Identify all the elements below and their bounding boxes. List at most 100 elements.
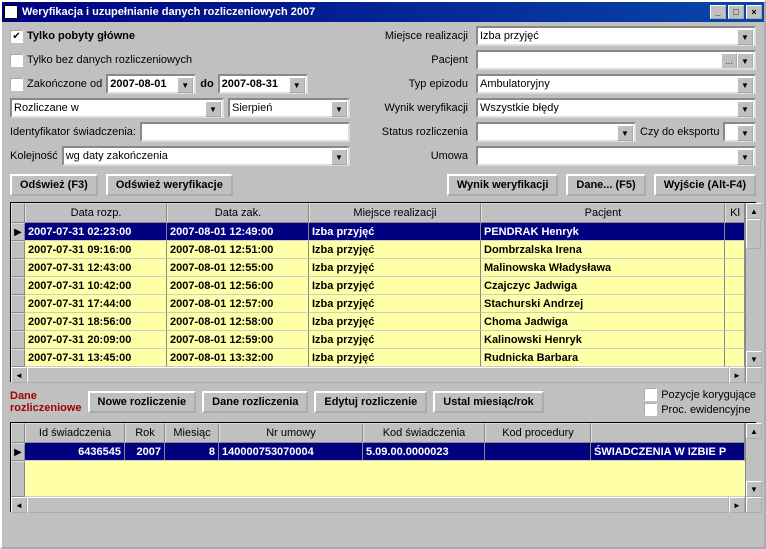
verify-result-button[interactable]: Wynik weryfikacji — [447, 174, 559, 196]
app-icon — [4, 5, 18, 19]
exit-button[interactable]: Wyjście (Alt-F4) — [654, 174, 756, 196]
scrollbar-horizontal[interactable]: ◄ ► — [11, 367, 745, 383]
scroll-down-icon[interactable]: ▼ — [746, 351, 762, 367]
patient-browse-button[interactable]: … — [721, 53, 737, 69]
action-bar: Odśwież (F3) Odśwież weryfikacje Wynik w… — [10, 174, 756, 196]
column-header[interactable]: Nr umowy — [219, 423, 363, 443]
column-header[interactable]: Id świadczenia — [25, 423, 125, 443]
only-without-billing-checkbox[interactable] — [10, 54, 23, 67]
chevron-down-icon[interactable]: ▼ — [737, 77, 753, 93]
patient-field[interactable]: … ▼ — [476, 50, 756, 70]
chevron-down-icon[interactable]: ▼ — [331, 149, 347, 165]
table-row[interactable]: 2007-07-31 18:56:002007-08-01 12:58:00Iz… — [11, 313, 745, 331]
scroll-up-icon[interactable]: ▲ — [746, 203, 762, 219]
table-row[interactable]: 2007-07-31 17:44:002007-08-01 12:57:00Iz… — [11, 295, 745, 313]
minimize-button[interactable]: _ — [710, 5, 726, 19]
contract-combo[interactable]: ▼ — [476, 146, 756, 166]
billing-data-label: Dane rozliczeniowe — [10, 390, 82, 414]
correcting-items-checkbox[interactable] — [644, 388, 657, 401]
column-header[interactable]: Pacjent — [481, 203, 725, 223]
grid-corner — [746, 497, 762, 513]
scrollbar-vertical[interactable]: ▲ ▼ — [745, 423, 761, 513]
month-combo[interactable]: Sierpień ▼ — [228, 98, 350, 118]
column-header[interactable] — [11, 203, 25, 223]
maximize-button[interactable]: □ — [728, 5, 744, 19]
new-billing-button[interactable]: Nowe rozliczenie — [88, 391, 197, 413]
export-label: Czy do eksportu — [640, 126, 719, 138]
chevron-down-icon[interactable]: ▼ — [737, 149, 753, 165]
place-label: Miejsce realizacji — [360, 30, 468, 42]
column-header[interactable]: Data rozp. — [25, 203, 167, 223]
to-label: do — [200, 78, 213, 90]
chevron-down-icon[interactable]: ▼ — [617, 125, 633, 141]
table-row[interactable]: ▶2007-07-31 02:23:002007-08-01 12:49:00I… — [11, 223, 745, 241]
table-row[interactable]: 2007-07-31 10:42:002007-08-01 12:56:00Iz… — [11, 277, 745, 295]
chevron-down-icon[interactable]: ▼ — [177, 77, 193, 93]
episode-type-combo[interactable]: Ambulatoryjny ▼ — [476, 74, 756, 94]
grid-corner — [746, 367, 762, 383]
chevron-down-icon[interactable]: ▼ — [737, 29, 753, 45]
scroll-left-icon[interactable]: ◄ — [11, 367, 27, 383]
patient-label: Pacjent — [360, 54, 468, 66]
billing-panel: Dane rozliczeniowe Nowe rozliczenie Dane… — [10, 388, 756, 416]
column-header[interactable]: Miesiąc — [165, 423, 219, 443]
edit-billing-button[interactable]: Edytuj rozliczenie — [314, 391, 427, 413]
episode-type-label: Typ epizodu — [360, 78, 468, 90]
only-main-stays-label: Tylko pobyty główne — [27, 30, 135, 42]
contract-label: Umowa — [360, 150, 468, 162]
refresh-verify-button[interactable]: Odśwież weryfikacje — [106, 174, 233, 196]
titlebar: Weryfikacja i uzupełnianie danych rozlic… — [2, 2, 764, 22]
billing-status-combo[interactable]: ▼ — [476, 122, 636, 142]
close-button[interactable]: × — [746, 5, 762, 19]
stays-grid[interactable]: Data rozp.Data zak.Miejsce realizacjiPac… — [10, 202, 756, 382]
window: Weryfikacja i uzupełnianie danych rozlic… — [0, 0, 766, 549]
place-combo[interactable]: Izba przyjęć ▼ — [476, 26, 756, 46]
table-row[interactable]: 2007-07-31 20:09:002007-08-01 12:59:00Iz… — [11, 331, 745, 349]
date-to-field[interactable]: 2007-08-31 ▼ — [218, 74, 308, 94]
record-proc-checkbox[interactable] — [644, 403, 657, 416]
column-header[interactable] — [591, 423, 745, 443]
chevron-down-icon[interactable]: ▼ — [289, 77, 305, 93]
billing-grid[interactable]: Id świadczeniaRokMiesiącNr umowyKod świa… — [10, 422, 756, 512]
chevron-down-icon[interactable]: ▼ — [331, 101, 347, 117]
order-combo[interactable]: wg daty zakończenia ▼ — [62, 146, 350, 166]
scroll-down-icon[interactable]: ▼ — [746, 481, 762, 497]
refresh-button[interactable]: Odśwież (F3) — [10, 174, 98, 196]
chevron-down-icon[interactable]: ▼ — [205, 101, 221, 117]
date-from-field[interactable]: 2007-08-01 ▼ — [106, 74, 196, 94]
column-header[interactable]: Rok — [125, 423, 165, 443]
chevron-down-icon[interactable]: ▼ — [737, 125, 753, 141]
scroll-left-icon[interactable]: ◄ — [11, 497, 27, 513]
chevron-down-icon[interactable]: ▼ — [737, 53, 753, 69]
finished-from-label: Zakończone od — [27, 78, 102, 90]
table-row[interactable]: 2007-07-31 09:16:002007-08-01 12:51:00Iz… — [11, 241, 745, 259]
column-header[interactable]: Kod procedury — [485, 423, 591, 443]
scrollbar-horizontal[interactable]: ◄ ► — [11, 497, 745, 513]
table-row[interactable]: ▶6436545200781400007530700045.09.00.0000… — [11, 443, 745, 461]
billed-in-combo[interactable]: Rozliczane w ▼ — [10, 98, 224, 118]
table-row[interactable]: 2007-07-31 13:45:002007-08-01 13:32:00Iz… — [11, 349, 745, 367]
column-header[interactable]: Data zak. — [167, 203, 309, 223]
scrollbar-vertical[interactable]: ▲ ▼ — [745, 203, 761, 383]
column-header[interactable] — [11, 423, 25, 443]
data-button[interactable]: Dane... (F5) — [566, 174, 645, 196]
billing-data-button[interactable]: Dane rozliczenia — [202, 391, 308, 413]
column-header[interactable]: Kod świadczenia — [363, 423, 485, 443]
correcting-items-label: Pozycje korygujące — [661, 389, 756, 401]
service-id-field[interactable] — [140, 122, 350, 142]
only-main-stays-checkbox[interactable]: ✔ — [10, 30, 23, 43]
column-header[interactable]: Kl — [725, 203, 745, 223]
finished-from-checkbox[interactable] — [10, 78, 23, 91]
filter-panel: ✔ Tylko pobyty główne Miejsce realizacji… — [10, 26, 756, 166]
scroll-right-icon[interactable]: ► — [729, 367, 745, 383]
verify-result-combo[interactable]: Wszystkie błędy ▼ — [476, 98, 756, 118]
billing-status-label: Status rozliczenia — [360, 126, 468, 138]
scroll-up-icon[interactable]: ▲ — [746, 423, 762, 439]
verify-result-label: Wynik weryfikacji — [360, 102, 468, 114]
export-combo[interactable]: ▼ — [723, 122, 756, 142]
table-row[interactable]: 2007-07-31 12:43:002007-08-01 12:55:00Iz… — [11, 259, 745, 277]
chevron-down-icon[interactable]: ▼ — [737, 101, 753, 117]
set-month-button[interactable]: Ustal miesiąc/rok — [433, 391, 544, 413]
scroll-right-icon[interactable]: ► — [729, 497, 745, 513]
column-header[interactable]: Miejsce realizacji — [309, 203, 481, 223]
